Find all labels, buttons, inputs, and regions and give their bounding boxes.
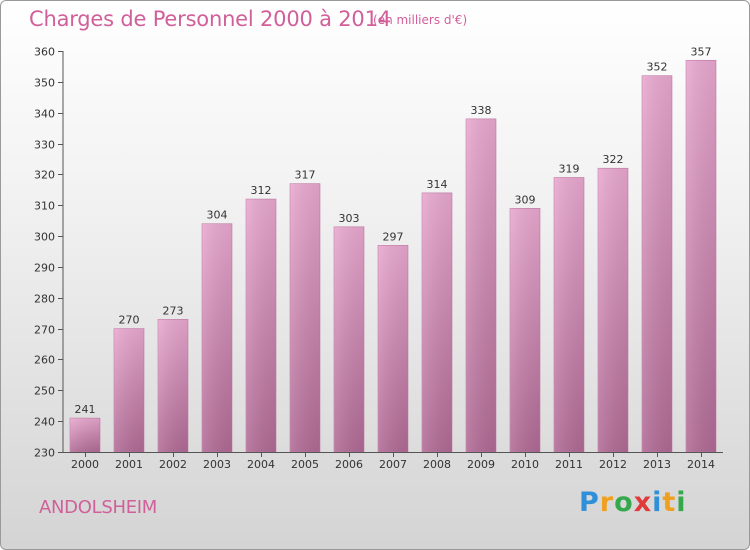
value-label: 319 [559,162,580,175]
value-label: 273 [163,304,184,317]
bars-group: 241 270 273 304 312 317 303 297 314 338 309 319 322 3… [69,45,717,453]
logo-letter: i [676,487,687,518]
x-tick-label: 2008 [423,458,451,471]
bar-highlight [246,199,276,452]
value-label: 304 [207,209,228,222]
x-tick-label: 2006 [335,458,363,471]
x-axis: 2000 2001 2002 2003 2004 2005 2006 2007 2008 2009… [63,452,723,471]
chart-title: Charges de Personnel 2000 à 2014 [29,7,391,31]
y-tick-label: 230 [34,447,55,460]
y-tick-label: 300 [34,231,55,244]
chart-unit: (en milliers d'€) [373,13,468,27]
logo-letter: o [614,487,634,518]
logo-letter: r [599,487,615,518]
logo-letter: t [662,487,677,518]
value-label: 314 [427,178,448,191]
bar-highlight [114,328,144,452]
y-tick-label: 350 [34,77,55,90]
y-tick-label: 320 [34,169,55,182]
y-tick-label: 310 [34,200,55,213]
bar-highlight [70,418,100,452]
value-label: 312 [251,184,272,197]
y-tick-label: 250 [34,385,55,398]
x-tick-label: 2011 [555,458,583,471]
y-tick-label: 240 [34,416,55,429]
x-tick-label: 2001 [115,458,143,471]
x-tick-label: 2002 [159,458,187,471]
value-label: 303 [339,212,360,225]
x-tick-label: 2010 [511,458,539,471]
bar-highlight [642,75,672,452]
value-label: 309 [515,193,536,206]
bar-highlight [422,192,452,452]
value-label: 297 [383,230,404,243]
y-tick-label: 260 [34,354,55,367]
x-tick-label: 2005 [291,458,319,471]
logo-letter: x [633,487,653,518]
x-tick-label: 2004 [247,458,275,471]
x-tick-label: 2007 [379,458,407,471]
x-tick-label: 2014 [687,458,715,471]
value-label: 338 [471,104,492,117]
y-tick-label: 360 [34,46,55,59]
x-tick-label: 2000 [71,458,99,471]
y-tick-label: 280 [34,293,55,306]
y-tick-label: 290 [34,262,55,275]
bar-highlight [202,223,232,452]
logo-letter: P [579,487,600,518]
proxiti-logo: Proxiti [579,487,687,518]
logo-letter: i [652,487,663,518]
value-label: 322 [603,153,624,166]
value-label: 317 [295,169,316,182]
y-axis: 230 240 250 260 270 280 290 300 310 320 330 340 350 3… [34,46,64,460]
bar-highlight [334,226,364,452]
commune-name: ANDOLSHEIM [39,497,158,518]
bar-highlight [466,118,496,452]
y-tick-label: 270 [34,324,55,337]
bar-highlight [510,208,540,452]
y-tick-label: 330 [34,139,55,152]
bar-highlight [378,245,408,452]
value-label: 241 [75,403,96,416]
bar-highlight [598,168,628,452]
value-label: 352 [647,61,668,74]
y-tick-label: 340 [34,108,55,121]
bar-highlight [686,60,716,452]
value-label: 357 [691,45,712,58]
bar-highlight [158,319,188,452]
value-label: 270 [119,314,140,327]
x-tick-label: 2012 [599,458,627,471]
x-tick-label: 2013 [643,458,671,471]
x-tick-label: 2009 [467,458,495,471]
bar-highlight [290,183,320,452]
bar-highlight [554,177,584,452]
x-tick-label: 2003 [203,458,231,471]
